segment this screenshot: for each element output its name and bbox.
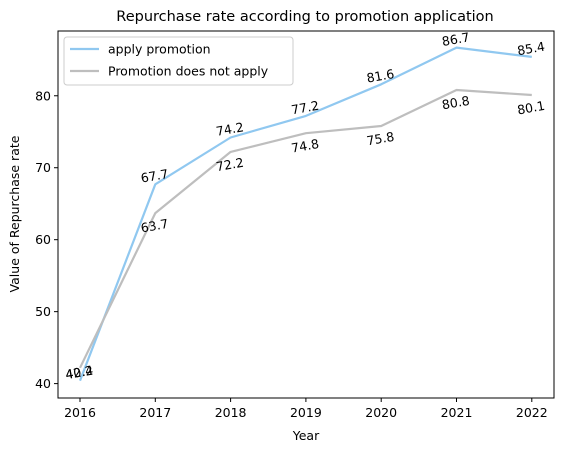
data-label: 80.1: [516, 98, 546, 118]
data-label: 85.4: [516, 39, 546, 59]
y-axis-label: Value of Repurchase rate: [7, 135, 22, 292]
series-line-1: [78, 46, 532, 382]
y-tick-label: 80: [35, 88, 51, 103]
chart-title: Repurchase rate according to promotion a…: [116, 9, 493, 25]
data-labels: 40.4 67.7 74.2 77.2 81.6 86.7 85.4 42.2 63.7 72.2…: [64, 29, 546, 382]
y-tick-label: 70: [35, 160, 51, 175]
data-label: 74.8: [290, 136, 320, 156]
y-axis-ticks: 40 50 60 70 80: [35, 88, 58, 391]
x-axis-label: Year: [292, 428, 320, 443]
data-label: 67.7: [140, 166, 170, 186]
legend-frame: [63, 36, 294, 86]
plot-area: [57, 30, 555, 399]
series-line-2: [79, 88, 532, 369]
series-lines: [78, 46, 532, 382]
data-label: 74.2: [215, 119, 245, 139]
y-tick-label: 40: [35, 376, 51, 391]
legend: apply promotion Promotion does not apply: [63, 36, 294, 86]
x-tick-label: 2021: [441, 405, 473, 420]
x-tick-label: 2018: [215, 405, 247, 420]
y-tick-label: 50: [35, 304, 51, 319]
data-label: 80.8: [441, 93, 471, 113]
data-label: 75.8: [365, 129, 395, 149]
legend-label: apply promotion: [108, 42, 211, 57]
data-label: 63.7: [139, 216, 169, 236]
data-label: 40.4: [64, 362, 94, 382]
x-tick-label: 2016: [64, 405, 96, 420]
data-label: 81.6: [365, 66, 395, 86]
legend-label: Promotion does not apply: [108, 64, 269, 79]
x-tick-label: 2017: [139, 405, 171, 420]
x-tick-label: 2019: [290, 405, 322, 420]
x-tick-label: 2022: [516, 405, 548, 420]
x-tick-label: 2020: [365, 405, 397, 420]
data-label: 86.7: [441, 29, 471, 49]
y-tick-label: 60: [35, 232, 51, 247]
data-label: 42.2: [64, 363, 94, 383]
data-label: 77.2: [290, 98, 320, 118]
x-axis-ticks: 2016 2017 2018 2019 2020 2021 2022: [64, 398, 548, 420]
data-label: 72.2: [215, 155, 245, 175]
